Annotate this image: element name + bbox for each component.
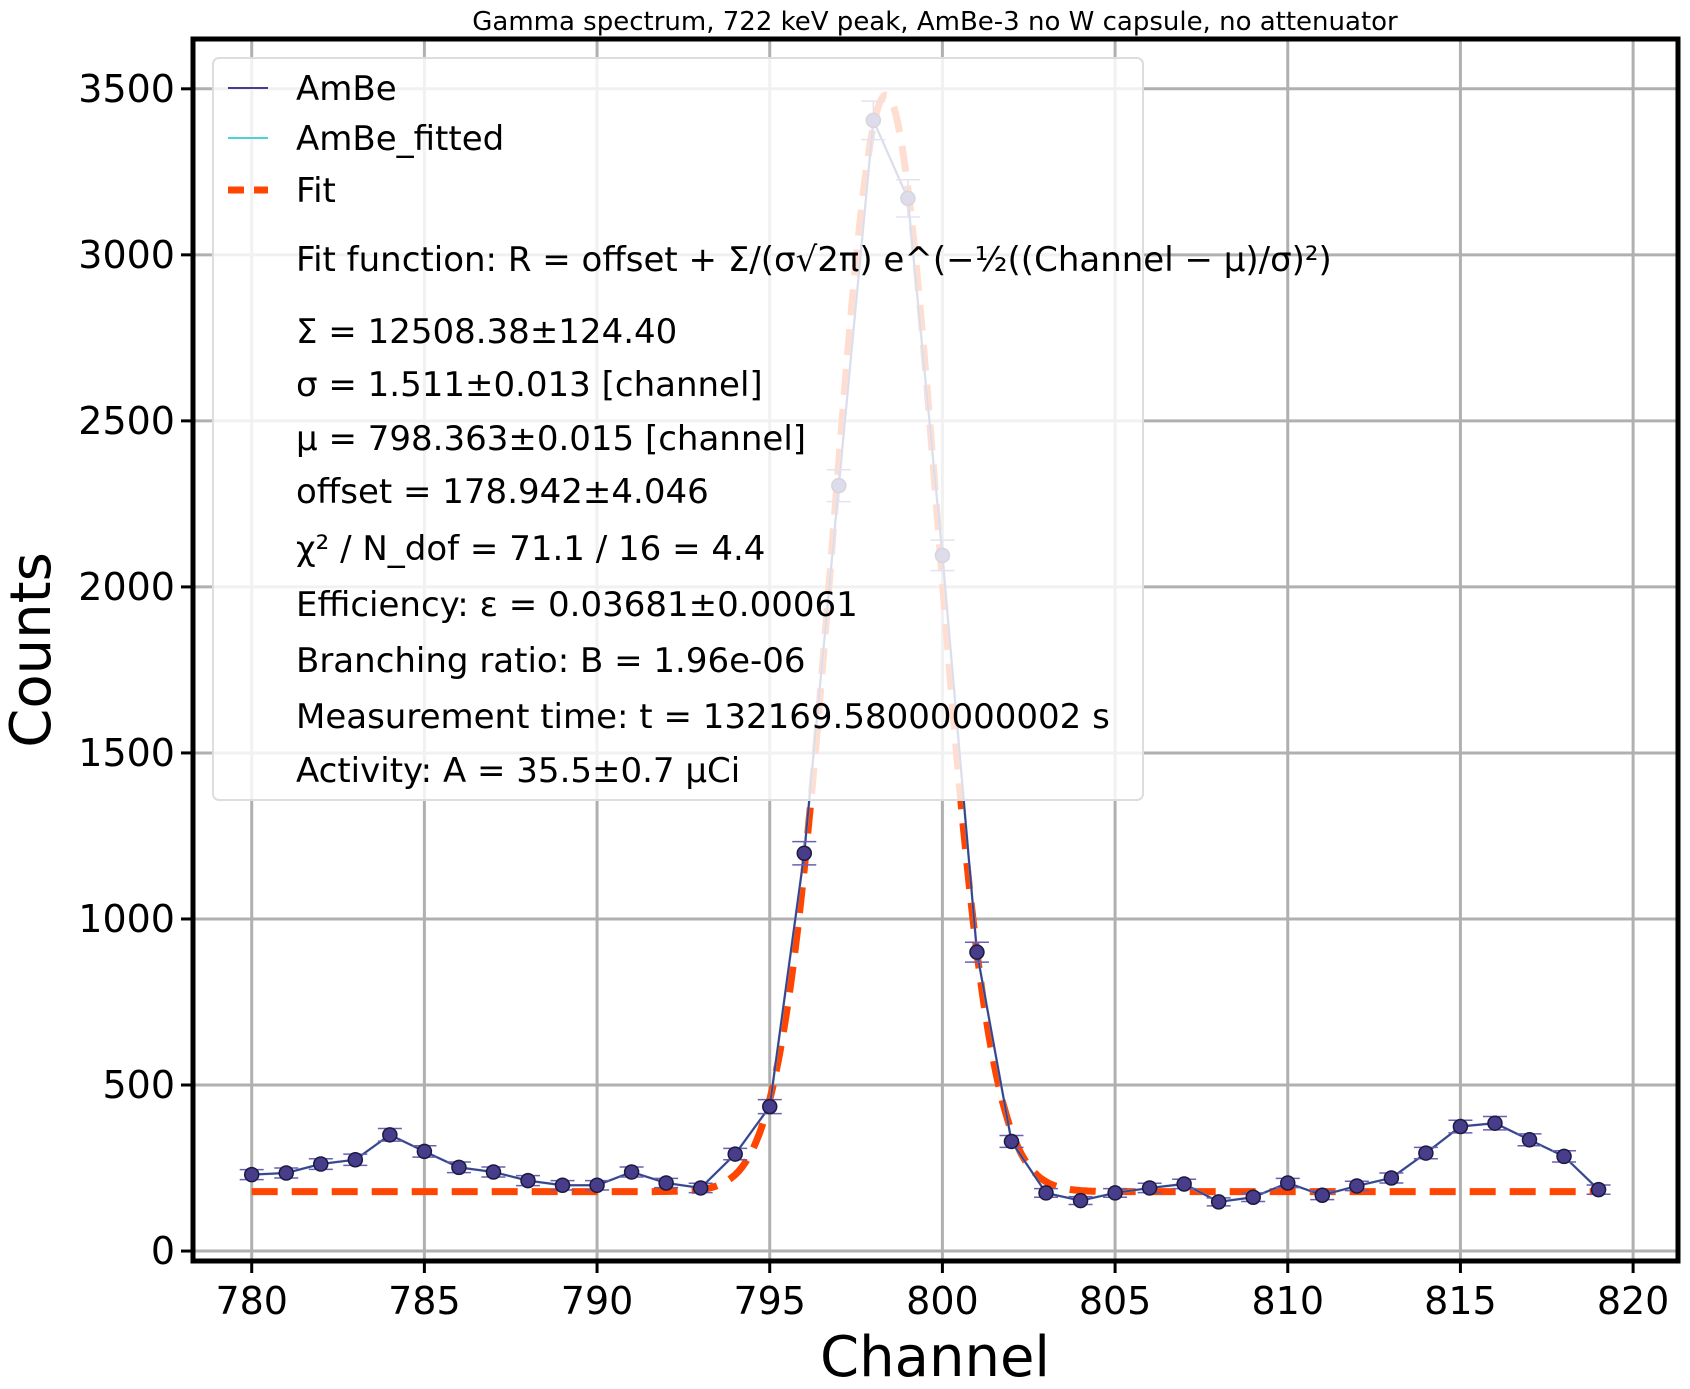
legend-label-ambe-fitted: AmBe_fitted: [296, 119, 504, 159]
y-tick-label: 3500: [78, 67, 175, 111]
data-point: [623, 1164, 640, 1180]
data-point: [313, 1156, 329, 1172]
x-axis-label: Channel: [820, 1325, 1050, 1389]
data-point: [796, 845, 813, 861]
data-point: [451, 1159, 467, 1176]
data-point: [520, 1172, 536, 1189]
y-tick-label: 1000: [78, 897, 175, 941]
legend-activity: Activity: A = 35.5±0.7 μCi: [296, 751, 740, 791]
data-point: [1452, 1118, 1469, 1135]
data-point: [243, 1166, 260, 1183]
chart-title: Gamma spectrum, 722 keV peak, AmBe-3 no …: [472, 7, 1398, 37]
legend-offset: offset = 178.942±4.046: [296, 472, 709, 512]
data-point: [969, 944, 985, 960]
y-tick-label: 500: [102, 1063, 175, 1107]
data-point: [761, 1098, 778, 1115]
data-point: [1141, 1180, 1158, 1196]
data-point: [1590, 1181, 1607, 1198]
data-point: [1072, 1192, 1089, 1209]
data-point: [1176, 1176, 1192, 1192]
x-tick-label: 805: [1079, 1279, 1152, 1323]
plot-frame: [190, 36, 1681, 1264]
x-tick-label: 810: [1251, 1279, 1324, 1323]
y-axis-label: Counts: [0, 552, 64, 747]
x-tick-label: 785: [388, 1279, 461, 1323]
data-point: [1245, 1189, 1261, 1205]
legend-sigma-sum: Σ = 12508.38±124.40: [296, 312, 677, 352]
legend-efficiency: Efficiency: ε = 0.03681±0.00061: [296, 585, 858, 625]
data-point: [658, 1175, 674, 1191]
legend-chi2: χ² / N_dof = 71.1 / 16 = 4.4: [296, 529, 765, 569]
y-tick-label: 1500: [78, 731, 175, 775]
data-point: [589, 1177, 605, 1194]
data-point: [727, 1146, 743, 1162]
data-point: [1487, 1115, 1503, 1131]
data-point: [485, 1164, 502, 1180]
data-point: [278, 1165, 294, 1181]
x-tick-label: 815: [1424, 1279, 1497, 1323]
data-point: [1038, 1185, 1054, 1201]
x-tick-label: 780: [215, 1279, 288, 1323]
legend-branching: Branching ratio: B = 1.96e-06: [296, 641, 806, 681]
data-point: [554, 1177, 571, 1194]
legend: AmBe AmBe_fitted Fit Fit function: R = o…: [212, 57, 1332, 801]
data-point: [416, 1143, 433, 1160]
data-point: [1556, 1148, 1572, 1165]
data-point: [692, 1180, 709, 1196]
data-point: [1210, 1194, 1227, 1210]
y-tick-label: 2500: [78, 399, 175, 443]
data-point: [1107, 1185, 1123, 1201]
data-point: [1521, 1132, 1538, 1148]
data-point: [1418, 1145, 1434, 1161]
legend-fit-function: Fit function: R = offset + Σ/(σ√2π) e^(−…: [296, 240, 1332, 280]
data-point: [1314, 1187, 1331, 1204]
x-tick-label: 800: [906, 1279, 979, 1323]
y-tick-label: 0: [151, 1229, 175, 1273]
y-tick-label: 3000: [78, 233, 175, 277]
x-tick-label: 820: [1597, 1279, 1670, 1323]
data-point: [347, 1151, 364, 1168]
legend-label-fit: Fit: [296, 171, 336, 211]
x-tick-label: 790: [561, 1279, 634, 1323]
data-point: [1349, 1178, 1365, 1194]
y-tick-label: 2000: [78, 565, 175, 609]
data-point: [1383, 1170, 1400, 1186]
data-point: [382, 1127, 398, 1143]
legend-box: [212, 57, 1144, 801]
x-tick-label: 795: [733, 1279, 806, 1323]
axis-ticks: 780 785 790 795 800 805 810 815 820 0 500 1000 1500 2…: [78, 67, 1669, 1323]
legend-sigma: σ = 1.511±0.013 [channel]: [296, 365, 763, 405]
legend-time: Measurement time: t = 132169.58000000002…: [296, 697, 1110, 737]
legend-label-ambe: AmBe: [296, 69, 397, 109]
data-point: [1003, 1133, 1020, 1150]
data-point: [1280, 1175, 1296, 1191]
legend-mu: μ = 798.363±0.015 [channel]: [296, 419, 806, 459]
